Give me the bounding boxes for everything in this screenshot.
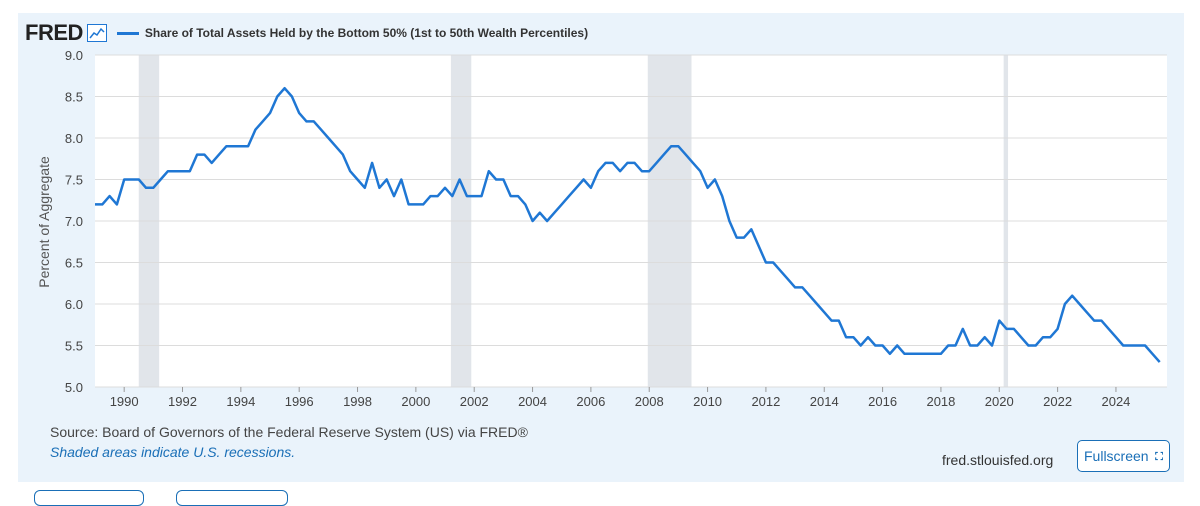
y-tick-label: 5.0 xyxy=(65,380,83,395)
chart-header: FRED Share of Total Assets Held by the B… xyxy=(25,18,588,48)
y-tick-label: 7.0 xyxy=(65,214,83,229)
x-tick-label: 1996 xyxy=(285,394,314,409)
source-text: Source: Board of Governors of the Federa… xyxy=(50,424,528,440)
fullscreen-label: Fullscreen xyxy=(1084,448,1149,464)
bottom-button-left[interactable] xyxy=(34,490,144,506)
x-tick-label: 1994 xyxy=(226,394,255,409)
x-tick-label: 2008 xyxy=(635,394,664,409)
fullscreen-button[interactable]: Fullscreen xyxy=(1077,440,1170,472)
y-tick-label: 7.5 xyxy=(65,173,83,188)
legend-swatch xyxy=(116,31,139,35)
x-tick-label: 2002 xyxy=(460,394,489,409)
x-tick-label: 2014 xyxy=(810,394,839,409)
fred-logo[interactable]: FRED xyxy=(25,20,83,45)
x-tick-label: 2004 xyxy=(518,394,547,409)
y-tick-label: 6.0 xyxy=(65,297,83,312)
y-tick-label: 8.5 xyxy=(65,90,83,105)
y-tick-label: 9.0 xyxy=(65,48,83,63)
x-tick-label: 2016 xyxy=(868,394,897,409)
x-tick-label: 2020 xyxy=(985,394,1014,409)
x-tick-label: 2024 xyxy=(1101,394,1130,409)
line-chart: 5.0 5.5 6.0 6.5 7.0 7.5 8.0 8.5 9.0 1990 1992 1994… xyxy=(36,48,1167,409)
x-tick-label: 2000 xyxy=(401,394,430,409)
x-tick-label: 2006 xyxy=(576,394,605,409)
bottom-button-right[interactable] xyxy=(176,490,288,506)
site-url[interactable]: fred.stlouisfed.org xyxy=(942,452,1054,468)
series-line xyxy=(95,86,1161,363)
recession-note: Shaded areas indicate U.S. recessions. xyxy=(50,444,296,460)
x-tick-label: 2018 xyxy=(926,394,955,409)
y-axis-label: Percent of Aggregate xyxy=(36,156,52,288)
y-tick-label: 8.0 xyxy=(65,131,83,146)
y-tick-label: 6.5 xyxy=(65,256,83,271)
x-tick-label: 1992 xyxy=(168,394,197,409)
legend-label: Share of Total Assets Held by the Bottom… xyxy=(144,26,589,40)
fullscreen-icon xyxy=(1154,451,1163,461)
x-tick-label: 2010 xyxy=(693,394,722,409)
x-tick-label: 1990 xyxy=(110,394,139,409)
x-tick-label: 2022 xyxy=(1043,394,1072,409)
line-graph-icon xyxy=(86,24,107,42)
x-tick-label: 1998 xyxy=(343,394,372,409)
y-tick-label: 5.5 xyxy=(65,339,83,354)
x-tick-label: 2012 xyxy=(751,394,780,409)
